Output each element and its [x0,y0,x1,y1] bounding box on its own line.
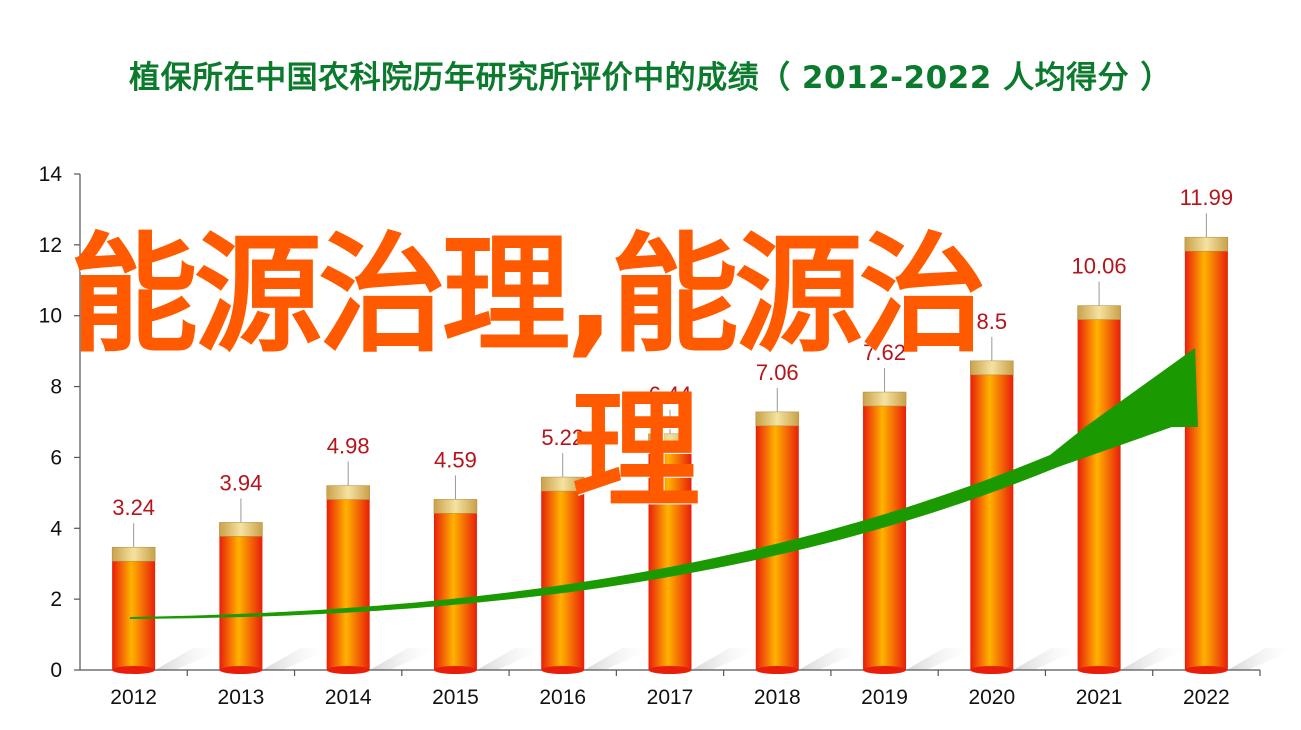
bar-shadow [1120,648,1191,670]
bar-cap [111,546,156,562]
x-tick-label: 2018 [754,686,801,709]
bar-base [863,666,907,674]
bar-cap [1184,236,1229,252]
bar [1077,313,1121,670]
bar-base [541,666,585,674]
data-label: 8.5 [977,309,1008,334]
bar-base [433,666,477,674]
chart-title: 植保所在中国农科院历年研究所评价中的成绩（ 2012-2022 人均得分 ） [129,60,1172,96]
x-tick-label: 2012 [110,686,157,709]
bar [541,485,585,670]
bar-shadow [1013,648,1084,670]
bar-base [970,666,1014,674]
bar-cap [1077,305,1121,320]
axes: 0 2 4 6 8 10 12 14 2012 2013 2014 2015 2016 2017 2018 2… [39,163,1261,709]
bar-shadow [691,648,762,670]
x-tick-label: 2021 [1076,686,1123,709]
x-tick-label: 2013 [218,686,265,709]
data-label: 4.98 [327,434,370,459]
y-tick-label: 12 [39,234,62,257]
trend-arrow [130,348,1198,619]
bars [111,236,1229,674]
data-label: 3.24 [112,495,155,520]
bar-base [219,666,263,674]
bar-shadow [1227,648,1298,670]
overlay-watermark-line1: 能源治理,能源治 [70,221,987,370]
bar-shadow [262,648,333,670]
overlay-watermark-line2: 理 [572,377,701,526]
y-tick-label: 8 [50,376,62,399]
x-tick-label: 2022 [1183,686,1230,709]
bar [970,368,1014,670]
bar-cap [433,499,478,514]
data-label: 5.22 [541,425,584,450]
y-tick-label: 4 [50,517,62,540]
data-label: 7.06 [756,360,799,385]
bar-shadows [155,648,1298,670]
bar-cap [755,411,800,427]
y-tick-label: 6 [50,446,62,469]
bar-base [112,666,156,674]
bar [433,507,477,670]
bar-base [648,666,692,674]
bar [1184,245,1228,670]
bar-base [1184,666,1228,674]
data-labels: 3.24 3.94 4.98 4.59 5.22 6.44 7.06 7.62 8.5 10.06… [112,185,1233,548]
data-label: 11.99 [1180,185,1233,210]
y-tick-label: 14 [39,163,63,186]
y-tick-label: 2 [50,588,62,611]
bar-base [1077,666,1121,674]
data-label: 10.06 [1072,254,1127,279]
bar [112,555,156,670]
bar [863,400,907,670]
x-tick-label: 2019 [861,686,908,709]
x-tick-label: 2020 [968,686,1015,709]
data-label: 6.44 [649,382,692,407]
bar-shadow [155,648,226,670]
bar-cap [862,391,907,407]
bar [326,493,370,670]
bar-shadow [584,648,655,670]
bar-cap [219,522,263,537]
bar-shadow [906,648,977,670]
bar [648,441,692,670]
bar [219,530,263,670]
data-label: 7.62 [863,340,906,365]
bar-base [326,666,370,674]
x-tick-label: 2015 [432,686,479,709]
bar-base [755,666,799,674]
x-tick-label: 2014 [325,686,372,709]
bar-cap [326,485,370,500]
bar-shadow [476,648,547,670]
data-label: 4.59 [434,447,477,472]
x-tick-label: 2017 [647,686,694,709]
y-tick-label: 0 [50,659,62,682]
data-label: 3.94 [219,470,262,495]
bar-shadow [798,648,869,670]
y-tick-label: 10 [39,305,62,328]
trend-arrow-layer [130,348,1198,619]
bar-shadow [369,648,440,670]
x-tick-label: 2016 [539,686,586,709]
